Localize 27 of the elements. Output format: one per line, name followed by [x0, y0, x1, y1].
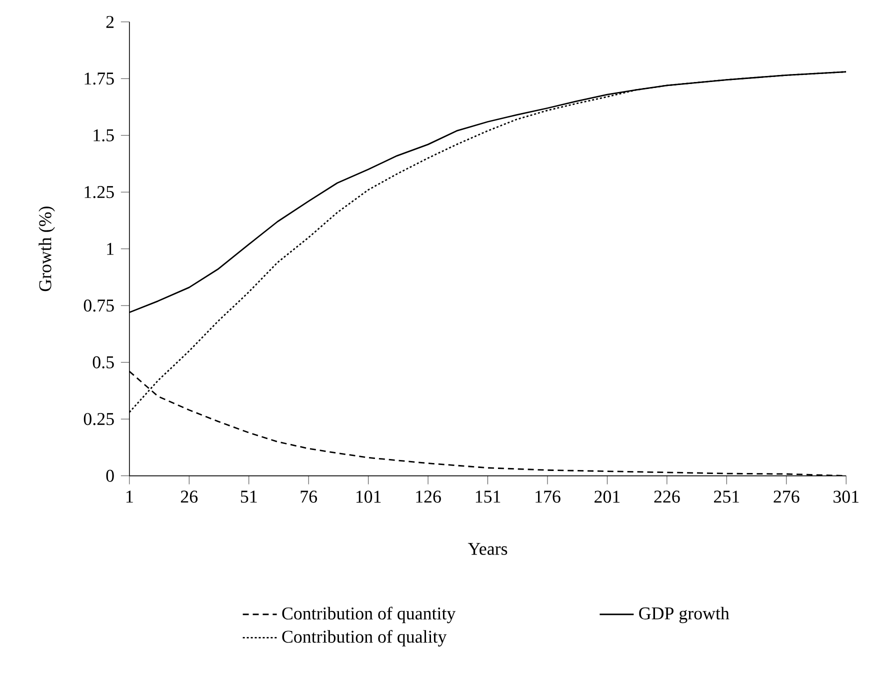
y-tick-label: 1.25	[84, 186, 114, 198]
y-tick-label: 0.5	[92, 356, 114, 368]
x-tick-label: 176	[536, 490, 560, 503]
x-tick-label: 151	[476, 490, 500, 503]
y-axis-title: Growth (%)	[38, 206, 55, 292]
y-tick-label: 1.5	[94, 129, 114, 142]
y-tick-label: 0.75	[84, 300, 114, 312]
y-tick-label: 0.25	[84, 413, 114, 426]
y-tick-label: 1	[107, 243, 114, 255]
x-tick-label: 226	[654, 490, 680, 503]
x-tick-label: 76	[300, 490, 318, 503]
legend-label: Contribution of quantity	[282, 606, 456, 624]
x-tick-label: 126	[416, 490, 441, 503]
x-tick-label: 26	[180, 490, 198, 503]
x-tick-label: 251	[714, 490, 740, 503]
x-tick-label: 101	[356, 490, 381, 503]
y-tick-label: 2	[106, 16, 114, 28]
legend-label: Contribution of quality	[282, 630, 447, 647]
legend-label: GDP growth	[639, 606, 730, 624]
x-axis-title: Years	[468, 543, 508, 555]
y-tick-label: 0	[106, 470, 114, 482]
x-tick-label: 276	[774, 490, 800, 503]
y-tick-label: 1.75	[84, 72, 114, 85]
x-tick-label: 201	[594, 490, 620, 503]
x-tick-label: 1	[126, 490, 133, 503]
x-tick-label: 301	[834, 490, 859, 503]
x-tick-label: 51	[240, 490, 257, 503]
